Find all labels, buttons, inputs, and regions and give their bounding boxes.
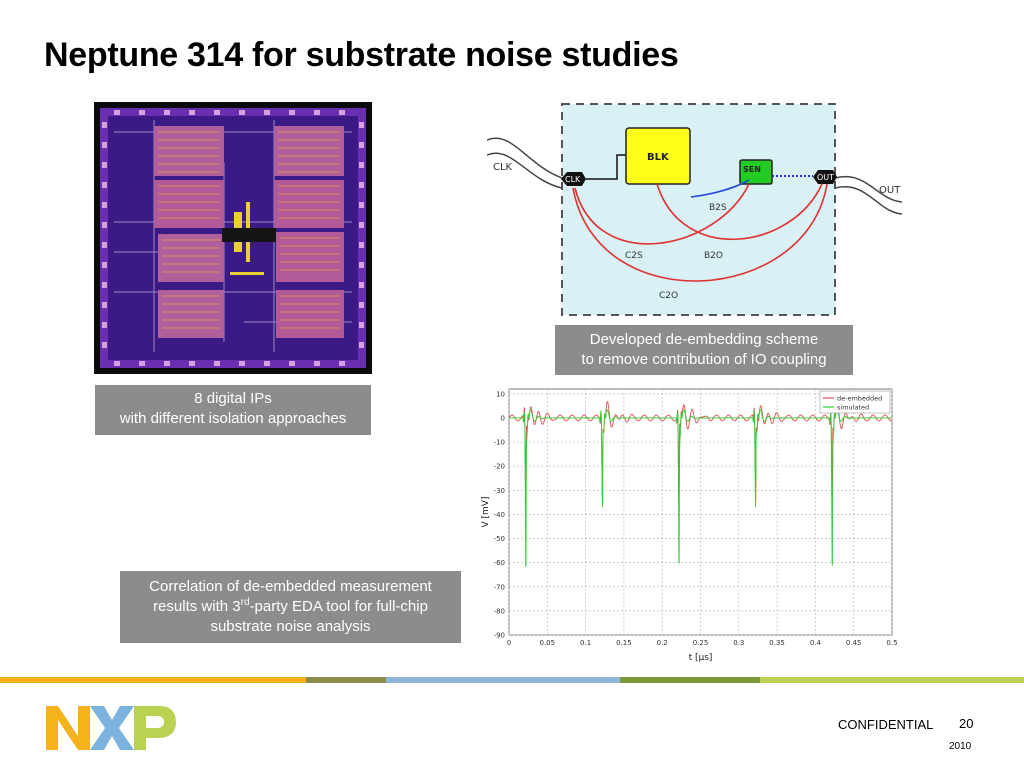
y-tick-label: -70 <box>494 583 505 591</box>
x-tick-label: 0.4 <box>810 639 822 647</box>
footer-bar-3 <box>386 677 620 683</box>
correlation-plot: 0 0.05 0.1 0.15 0.2 0.25 0.3 0.35 0.4 0.45 0.5100-… <box>481 388 898 663</box>
correlation-caption-line3: substrate noise analysis <box>210 618 371 635</box>
x-tick-label: 0 <box>507 639 511 647</box>
x-tick-label: 0.45 <box>846 639 862 647</box>
footer-bar-2 <box>306 677 386 683</box>
y-tick-label: -80 <box>494 607 505 615</box>
nxp-logo <box>46 706 176 750</box>
x-tick-label: 0.5 <box>886 639 897 647</box>
deembedding-caption-line2: to remove contribution of IO coupling <box>581 351 827 368</box>
correlation-caption-line2: results with 3rd-party EDA tool for full… <box>120 597 461 617</box>
x-tick-label: 0.15 <box>616 639 632 647</box>
y-tick-label: -90 <box>494 632 505 640</box>
series-line-de-embedded <box>508 400 893 497</box>
deembedding-caption: Developed de-embedding scheme to remove … <box>555 325 853 375</box>
deembedding-caption-line1: Developed de-embedding scheme <box>589 331 819 348</box>
out-pin: OUT <box>817 173 834 182</box>
chip-caption-line1: 8 digital IPs <box>194 390 272 407</box>
y-tick-label: -10 <box>494 439 505 447</box>
slide-title: Neptune 314 for substrate noise studies <box>44 36 679 74</box>
x-tick-label: 0.25 <box>693 639 709 647</box>
sen-block: SEN <box>743 165 761 174</box>
caption-superscript: rd <box>240 597 250 608</box>
correlation-caption-line1: Correlation of de-embedded measurement <box>149 578 432 595</box>
y-tick-label: -30 <box>494 487 505 495</box>
legend-box <box>819 390 891 414</box>
series-line-simulated <box>509 409 892 567</box>
x-tick-label: 0.1 <box>580 639 591 647</box>
page-number: 20 <box>959 716 974 731</box>
y-tick-label: -40 <box>494 511 505 519</box>
y-tick-label: -20 <box>494 463 505 471</box>
caption-text: -party EDA tool for full-chip <box>249 598 428 615</box>
legend-label: simulated <box>837 404 869 412</box>
footer-bar-4 <box>620 677 760 683</box>
footer-year: 2010 <box>949 741 972 752</box>
blk-block: BLK <box>647 152 670 163</box>
legend-label: de-embedded <box>837 395 882 403</box>
caption-text: results with 3 <box>153 598 241 615</box>
y-tick-label: 0 <box>501 414 505 422</box>
out-signal-label: OUT <box>879 185 901 196</box>
clk-pin: CLK <box>565 175 581 184</box>
b2o-label: B2O <box>704 251 723 261</box>
correlation-caption: Correlation of de-embedded measurement r… <box>120 571 461 643</box>
confidential-label: CONFIDENTIAL <box>838 717 934 732</box>
x-tick-label: 0.3 <box>733 639 744 647</box>
deembedding-diagram: CLK OUT CLK OUT BLK SEN B2S C2S B2O C2O <box>487 103 903 316</box>
y-axis-label: V [mV] <box>481 497 491 528</box>
chip-caption: 8 digital IPs with different isolation a… <box>95 385 371 435</box>
chip-caption-line2: with different isolation approaches <box>119 410 347 427</box>
x-tick-label: 0.2 <box>657 639 668 647</box>
clk-signal-label: CLK <box>493 162 513 173</box>
y-tick-label: -50 <box>494 535 505 543</box>
x-axis-label: t [µs] <box>689 653 713 663</box>
x-tick-label: 0.35 <box>769 639 785 647</box>
footer-bar-5 <box>760 677 1024 683</box>
chip-layout-image <box>94 102 372 374</box>
x-tick-label: 0.05 <box>540 639 556 647</box>
y-tick-label: 10 <box>496 390 505 398</box>
y-tick-label: -60 <box>494 559 505 567</box>
c2o-label: C2O <box>659 291 678 301</box>
b2s-label: B2S <box>709 203 727 213</box>
c2s-label: C2S <box>625 251 643 261</box>
footer-bar-1 <box>0 677 306 683</box>
